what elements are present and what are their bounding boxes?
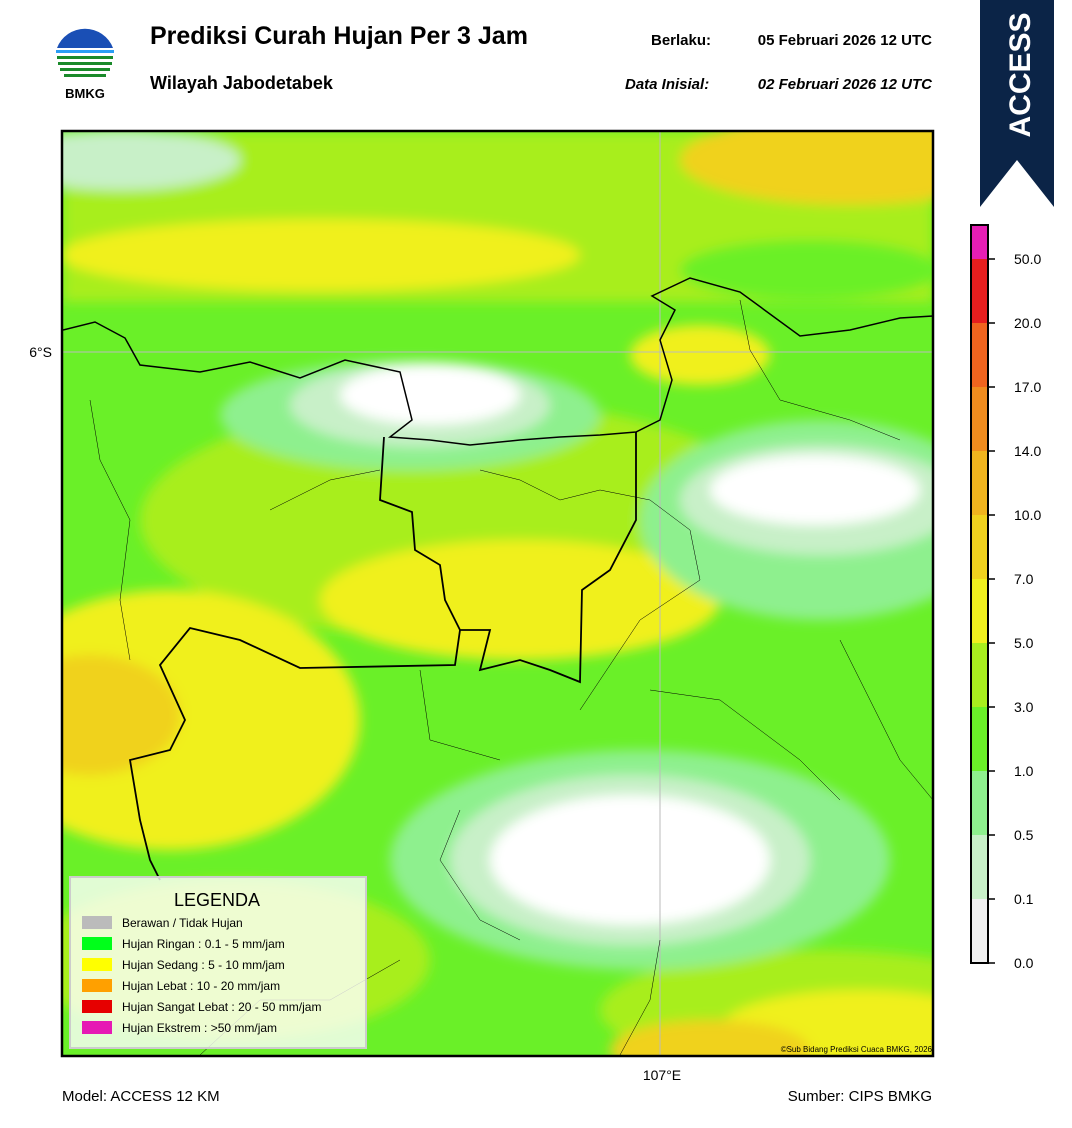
legend: LEGENDA Berawan / Tidak Hujan Hujan Ringa… [69,876,367,1049]
colorbar-segment [971,579,988,643]
colorbar-segment [971,643,988,707]
legend-label: Hujan Sangat Lebat : 20 - 50 mm/jam [122,1000,321,1014]
colorbar-tick-label: 5.0 [1014,635,1034,651]
colorbar-segment [971,225,988,259]
colorbar-tick-label: 0.5 [1014,827,1034,843]
subtitle: Wilayah Jabodetabek [150,73,334,93]
colorbar-tick-label: 1.0 [1014,763,1034,779]
legend-swatch [82,937,112,950]
colorbar-segment [971,387,988,451]
valid-label: Berlaku: [651,32,711,49]
legend-swatch [82,1021,112,1034]
coastline [63,277,933,446]
lon-label: 107°E [643,1067,681,1083]
model-badge: ACCESS [980,0,1054,207]
colorbar-segment [971,323,988,387]
legend-swatch [82,916,112,929]
colorbar-segment [971,771,988,835]
colorbar-tick-label: 14.0 [1014,443,1041,459]
legend-label: Hujan Sedang : 5 - 10 mm/jam [122,958,285,972]
source-note: Sumber: CIPS BMKG [788,1088,932,1105]
province-border [128,432,637,881]
legend-label: Hujan Lebat : 10 - 20 mm/jam [122,979,280,993]
colorbar: 0.0 0.1 0.5 1.0 3.0 5.0 7.0 10.0 14.0 17.0 20.0 50.… [970,224,1041,971]
colorbar-segment [971,835,988,899]
colorbar-tick-label: 17.0 [1014,379,1041,395]
colorbar-segment [971,515,988,579]
model-note: Model: ACCESS 12 KM [62,1088,220,1105]
bmkg-logo: BMKG [55,25,115,101]
logo-text: BMKG [65,86,105,101]
colorbar-frame [970,224,989,964]
legend-label: Hujan Ringan : 0.1 - 5 mm/jam [122,937,285,951]
init-time: 02 Februari 2026 12 UTC [758,76,933,93]
district-border [89,299,933,1055]
lat-label: 6°S [29,344,52,360]
colorbar-tick-label: 10.0 [1014,507,1041,523]
colorbar-tick-label: 7.0 [1014,571,1034,587]
colorbar-segment [971,899,988,963]
valid-time: 05 Februari 2026 12 UTC [758,32,932,49]
legend-label: Berawan / Tidak Hujan [122,916,243,930]
legend-swatch [82,979,112,992]
map-frame [60,129,935,1058]
title: Prediksi Curah Hujan Per 3 Jam [150,22,528,50]
legend-swatch [82,958,112,971]
legend-label: Hujan Ekstrem : >50 mm/jam [122,1021,277,1035]
colorbar-tick-label: 0.0 [1014,955,1034,971]
legend-title: LEGENDA [174,890,260,910]
colorbar-tick-label: 20.0 [1014,315,1041,331]
legend-swatch [82,1000,112,1013]
colorbar-tick-label: 3.0 [1014,699,1034,715]
badge-text: ACCESS [1004,12,1037,137]
colorbar-tick-label: 0.1 [1014,891,1034,907]
init-label: Data Inisial: [625,76,709,93]
copyright: ©Sub Bidang Prediksi Cuaca BMKG, 2026 [781,1045,933,1054]
colorbar-segment [971,451,988,515]
colorbar-tick-label: 50.0 [1014,251,1041,267]
colorbar-segment [971,259,988,323]
colorbar-segment [971,707,988,771]
